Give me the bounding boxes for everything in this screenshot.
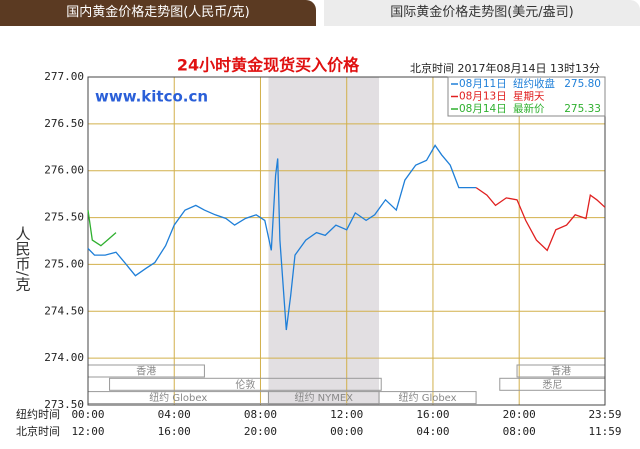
tab[interactable]: 国际黄金价格走势图(美元/盎司)	[324, 0, 640, 26]
tab-bar: 国内黄金价格走势图(人民币/克) 国际黄金价格走势图(美元/盎司)	[0, 0, 640, 26]
plot-border	[87, 76, 606, 406]
session-box	[109, 377, 382, 391]
session-label: 悉尼	[542, 379, 562, 391]
legend-note: 星期天	[513, 91, 545, 103]
session-box	[378, 391, 477, 405]
x-row-label: 北京时间	[16, 424, 60, 438]
session-label: 纽约 Globex	[149, 391, 207, 404]
x2-tick-label: 11:59	[588, 425, 621, 438]
x2-tick-label: 12:00	[71, 425, 104, 438]
x-tick-label: 08:00	[244, 408, 277, 421]
legend-note: 最新价	[513, 102, 545, 115]
session-label: 纽约 NYMEX	[294, 391, 353, 404]
session-label: 香港	[551, 366, 571, 378]
watermark: www.kitco.cn	[95, 88, 208, 106]
legend-value: 275.80	[564, 78, 601, 90]
session-label: 香港	[136, 366, 156, 378]
legend-name: 08月11日	[459, 78, 507, 90]
y-tick-label: 274.00	[44, 351, 84, 364]
legend-value: 275.33	[564, 103, 601, 115]
timestamp: 北京时间 2017年08月14日 13时13分	[410, 61, 600, 75]
tab[interactable]: 国内黄金价格走势图(人民币/克)	[0, 0, 316, 26]
legend-box	[447, 76, 606, 117]
x-row-label: 纽约时间	[16, 407, 60, 421]
x2-tick-label: 04:00	[416, 425, 449, 438]
x2-tick-label: 20:00	[244, 425, 277, 438]
x-tick-label: 00:00	[71, 408, 104, 421]
series-line	[87, 144, 477, 331]
x-tick-label: 23:59	[588, 408, 621, 421]
chart-title: 24小时黄金现货买入价格	[177, 56, 360, 75]
shaded-range	[268, 77, 380, 405]
x-tick-label: 12:00	[330, 408, 363, 421]
legend-name: 08月13日	[459, 91, 507, 103]
y-axis-label: 人民币/克	[14, 226, 32, 292]
x2-tick-label: 08:00	[503, 425, 536, 438]
session-label: 纽约 Globex	[399, 391, 457, 404]
y-tick-label: 276.00	[44, 164, 84, 177]
legend-note: 纽约收盘	[513, 77, 555, 90]
y-tick-label: 277.00	[44, 70, 84, 83]
x2-tick-label: 00:00	[330, 425, 363, 438]
x-tick-label: 16:00	[416, 408, 449, 421]
legend-name: 08月14日	[459, 103, 507, 115]
session-label: 伦敦	[235, 378, 255, 391]
y-tick-label: 273.50	[44, 398, 84, 411]
y-tick-label: 275.50	[44, 211, 84, 224]
y-tick-label: 274.50	[44, 304, 84, 317]
y-tick-label: 275.00	[44, 257, 84, 270]
chart: 24小时黄金现货买入价格 北京时间 2017年08月14日 13时13分 人民币…	[14, 56, 622, 439]
x-tick-label: 20:00	[503, 408, 536, 421]
series-line	[87, 210, 117, 247]
y-tick-label: 276.50	[44, 117, 84, 130]
x-tick-label: 04:00	[158, 408, 191, 421]
series-line	[475, 187, 606, 252]
x2-tick-label: 16:00	[158, 425, 191, 438]
